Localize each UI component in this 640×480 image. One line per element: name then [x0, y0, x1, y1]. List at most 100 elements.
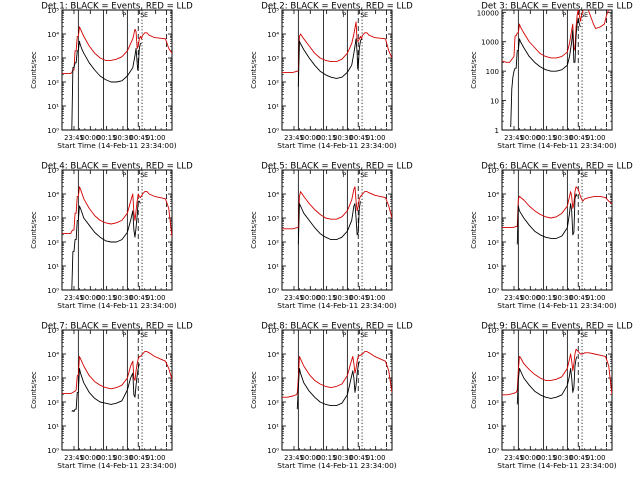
x-tick-label: 00:00 [521, 134, 541, 142]
y-tick-label: 10 [490, 98, 499, 106]
events-series-line [296, 361, 360, 410]
y-tick-label: 10⁵ [47, 167, 59, 175]
x-tick-label: 00:30 [333, 134, 353, 142]
plot-frame [281, 9, 393, 131]
y-tick-label: 10¹ [47, 263, 59, 271]
detector-panel-7: Det 7: BLACK = Events, RED = LLD 10⁰ 10¹ 10… [30, 322, 193, 471]
y-tick-label: 10⁵ [267, 167, 279, 175]
detector-panel-8: Det 8: BLACK = Events, RED = LLD 10⁰ 10¹ 10… [250, 322, 413, 471]
x-tick-label: 00:15 [97, 134, 117, 142]
events-series-line [297, 38, 362, 87]
x-tick-label: 01:00 [586, 454, 606, 462]
x-tick-label: 23:45 [504, 134, 524, 142]
x-tick-label: 00:00 [521, 454, 541, 462]
y-tick-label: 10⁴ [267, 191, 279, 199]
marker-label-e: E [584, 171, 588, 179]
x-tick-label: 00:45 [350, 454, 370, 462]
x-tick-label: 23:45 [284, 454, 304, 462]
x-tick-label: 00:45 [130, 134, 150, 142]
y-axis-label: Counts/sec [30, 371, 38, 409]
events-series-line [516, 356, 578, 405]
x-tick-label: 00:30 [553, 454, 573, 462]
panel-title: Det 1: BLACK = Events, RED = LLD [41, 2, 193, 12]
marker-label-s: S [580, 171, 584, 179]
x-axis-label: Start Time (14-Feb-11 23:34:00) [277, 461, 396, 470]
y-axis-label: Counts/sec [470, 51, 478, 89]
x-tick-label: 00:30 [113, 134, 133, 142]
detector-panel-2: Det 2: BLACK = Events, RED = LLD 10⁰ 10¹ 10… [250, 2, 413, 151]
y-axis-label: Counts/sec [250, 211, 258, 249]
marker-label-s: S [140, 171, 144, 179]
lld-series-line [502, 348, 612, 396]
x-tick-label: 00:15 [97, 454, 117, 462]
y-tick-label: 10⁰ [487, 287, 499, 295]
x-tick-label: 00:15 [97, 294, 117, 302]
y-tick-label: 10⁴ [487, 191, 499, 199]
x-tick-label: 00:00 [81, 134, 101, 142]
y-tick-label: 10³ [47, 215, 59, 223]
marker-label-s: S [360, 331, 364, 339]
plot-frame [281, 169, 393, 291]
y-tick-label: 10¹ [47, 103, 59, 111]
lld-series-line [282, 21, 392, 73]
panel-title: Det 7: BLACK = Events, RED = LLD [41, 322, 193, 332]
x-tick-label: 00:45 [130, 294, 150, 302]
y-tick-label: 10⁴ [267, 31, 279, 39]
y-tick-label: 10⁰ [267, 127, 279, 135]
y-tick-label: 10⁵ [487, 167, 499, 175]
y-tick-label: 10⁵ [487, 327, 499, 335]
y-tick-label: 10¹ [487, 423, 499, 431]
y-tick-label: 10³ [47, 375, 59, 383]
plot-frame [61, 169, 173, 291]
x-axis-label: Start Time (14-Feb-11 23:34:00) [277, 141, 396, 150]
x-tick-label: 00:15 [317, 134, 337, 142]
y-tick-label: 10² [267, 79, 279, 87]
plot-frame [501, 329, 613, 451]
x-tick-label: 01:00 [366, 134, 386, 142]
x-axis-label: Start Time (14-Feb-11 23:34:00) [57, 141, 176, 150]
marker-label-p: P [342, 171, 346, 179]
x-tick-label: 00:00 [301, 134, 321, 142]
y-tick-label: 10⁵ [267, 7, 279, 15]
marker-label-s: S [580, 11, 584, 19]
x-tick-label: 00:00 [301, 294, 321, 302]
events-series-line [510, 17, 581, 128]
y-axis-label: Counts/sec [250, 371, 258, 409]
lld-series-line [62, 26, 172, 75]
lld-series-line [282, 351, 392, 398]
x-tick-label: 00:15 [537, 454, 557, 462]
y-tick-label: 10³ [47, 55, 59, 63]
x-tick-label: 01:00 [586, 134, 606, 142]
x-tick-label: 01:00 [366, 454, 386, 462]
panel-title: Det 6: BLACK = Events, RED = LLD [481, 162, 633, 172]
marker-label-s: S [360, 11, 364, 19]
x-tick-label: 01:00 [366, 294, 386, 302]
x-axis-label: Start Time (14-Feb-11 23:34:00) [277, 301, 396, 310]
lld-series-line [62, 186, 172, 238]
y-tick-label: 10¹ [267, 263, 279, 271]
marker-label-s: S [140, 331, 144, 339]
x-tick-label: 00:30 [553, 134, 573, 142]
marker-label-p: P [562, 11, 566, 19]
x-tick-label: 00:45 [130, 454, 150, 462]
y-tick-label: 10¹ [487, 263, 499, 271]
panel-title: Det 8: BLACK = Events, RED = LLD [261, 322, 413, 332]
x-tick-label: 23:45 [64, 454, 84, 462]
x-axis-label: Start Time (14-Feb-11 23:34:00) [57, 461, 176, 470]
panel-title: Det 5: BLACK = Events, RED = LLD [261, 162, 413, 172]
y-tick-label: 10⁴ [47, 191, 59, 199]
x-tick-label: 00:15 [317, 454, 337, 462]
x-tick-label: 00:30 [113, 454, 133, 462]
marker-label-p: P [562, 331, 566, 339]
y-tick-label: 10² [267, 399, 279, 407]
plot-frame [501, 169, 613, 291]
detector-panel-5: Det 5: BLACK = Events, RED = LLD 10⁰ 10¹ 10… [250, 162, 413, 311]
marker-label-e: E [584, 11, 588, 19]
y-tick-label: 10⁰ [487, 447, 499, 455]
x-tick-label: 23:45 [504, 454, 524, 462]
y-axis-label: Counts/sec [250, 51, 258, 89]
marker-label-e: E [364, 11, 368, 19]
marker-label-p: P [122, 171, 126, 179]
x-tick-label: 23:45 [504, 294, 524, 302]
